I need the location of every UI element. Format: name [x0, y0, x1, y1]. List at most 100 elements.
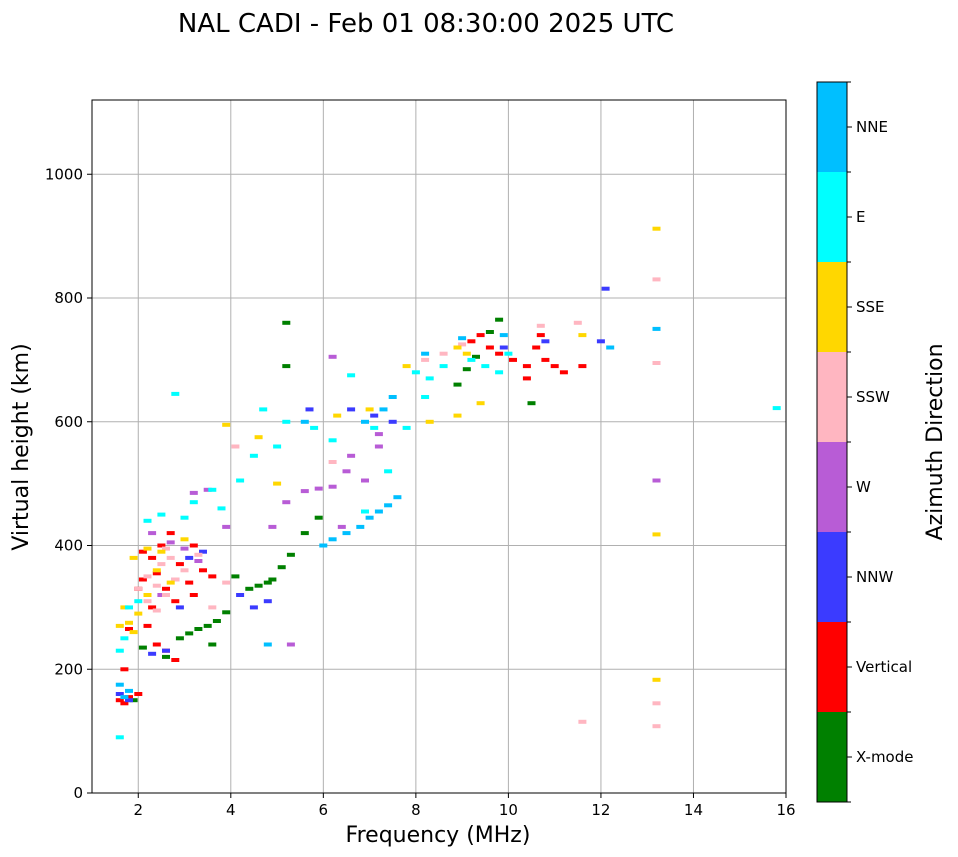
x-ticks: 2 4 6 8 10 12 14 16 — [133, 793, 796, 819]
point-nne — [361, 419, 369, 424]
point-nnw — [305, 407, 314, 412]
x-tick-label: 10 — [499, 801, 518, 819]
data-points — [115, 226, 781, 740]
colorbar-label-w: W — [856, 478, 871, 496]
point-e — [411, 370, 420, 375]
point-vertical — [148, 605, 157, 610]
y-tick-label: 1000 — [45, 165, 83, 183]
point-ssw — [143, 599, 152, 604]
point-w — [361, 478, 369, 483]
point-e — [347, 373, 356, 378]
y-ticks: 0 200 400 600 800 1000 — [45, 165, 92, 802]
colorbar-label-nne: NNE — [856, 118, 888, 136]
point-e — [370, 425, 379, 430]
point-w — [282, 500, 291, 505]
point-sse — [152, 568, 161, 573]
point-w — [222, 524, 231, 529]
point-nne — [263, 642, 272, 647]
point-e — [282, 419, 291, 424]
x-tick-label: 6 — [319, 801, 329, 819]
point-vertical — [138, 577, 147, 582]
point-e — [115, 735, 124, 740]
y-tick-label: 0 — [73, 784, 83, 802]
point-ssw — [421, 357, 430, 362]
point-sse — [453, 413, 462, 418]
colorbar-segment-ssw — [817, 352, 847, 442]
point-nne — [374, 509, 383, 514]
point-w — [157, 593, 166, 597]
point-nne — [319, 543, 328, 548]
point-ssw — [134, 586, 143, 591]
point-nnw — [148, 651, 157, 656]
x-tick-label: 16 — [776, 801, 795, 819]
point-nnw — [115, 692, 124, 696]
point-nne — [421, 351, 430, 356]
point-sse — [129, 630, 138, 635]
point-vertical — [171, 599, 180, 604]
point-e — [134, 599, 143, 604]
point-ssw — [157, 562, 166, 567]
point-e — [328, 438, 337, 443]
point-nne — [115, 682, 124, 687]
point-vertical — [157, 543, 166, 548]
point-e — [143, 518, 152, 523]
point-vertical — [125, 695, 133, 700]
point-e — [249, 453, 258, 458]
y-tick-label: 800 — [54, 289, 83, 307]
point-nnw — [125, 698, 133, 703]
point-x-mode — [208, 642, 217, 647]
point-w — [286, 642, 295, 647]
point-vertical — [522, 376, 531, 381]
point-vertical — [166, 531, 175, 536]
point-sse — [120, 605, 129, 610]
point-vertical — [559, 370, 568, 375]
point-e — [467, 357, 476, 362]
point-vertical — [148, 555, 157, 560]
point-w — [337, 524, 346, 529]
point-ssw — [152, 583, 161, 588]
grid-lines — [92, 100, 786, 793]
point-ssw — [180, 568, 189, 573]
y-axis-label: Virtual height (km) — [9, 343, 34, 550]
point-vertical — [509, 357, 517, 362]
point-x-mode — [203, 623, 212, 628]
point-ssw — [652, 361, 661, 365]
point-vertical — [532, 345, 541, 350]
colorbar-label-e: E — [856, 208, 865, 226]
point-e — [217, 506, 226, 511]
point-e — [481, 364, 490, 369]
point-x-mode — [222, 610, 231, 615]
point-ssw — [231, 444, 240, 449]
point-vertical — [208, 574, 217, 579]
point-sse — [462, 351, 471, 356]
point-vertical — [199, 568, 207, 573]
point-e — [157, 512, 166, 517]
point-w — [166, 540, 175, 545]
point-x-mode — [286, 552, 295, 557]
point-w — [300, 489, 309, 494]
point-ssw — [152, 608, 161, 613]
y-tick-label: 200 — [54, 660, 83, 678]
point-x-mode — [282, 364, 291, 369]
point-sse — [652, 226, 661, 231]
point-nne — [384, 503, 393, 508]
point-x-mode — [175, 636, 184, 641]
plot-frame — [91, 99, 787, 794]
point-x-mode — [527, 401, 536, 406]
x-tick-label: 8 — [411, 801, 421, 819]
y-tick-label: 600 — [54, 413, 83, 431]
point-vertical — [152, 571, 161, 576]
point-vertical — [522, 364, 531, 369]
point-e — [180, 515, 189, 520]
point-vertical — [120, 667, 129, 672]
point-x-mode — [231, 574, 240, 579]
colorbar-label: Azimuth Direction — [923, 343, 948, 540]
point-x-mode — [314, 515, 323, 520]
point-nnw — [347, 407, 356, 412]
point-sse — [652, 677, 661, 682]
colorbar-segment-nnw — [817, 532, 847, 622]
point-vertical — [467, 339, 476, 344]
point-sse — [273, 481, 282, 486]
colorbar-label-nnw: NNW — [856, 568, 893, 586]
